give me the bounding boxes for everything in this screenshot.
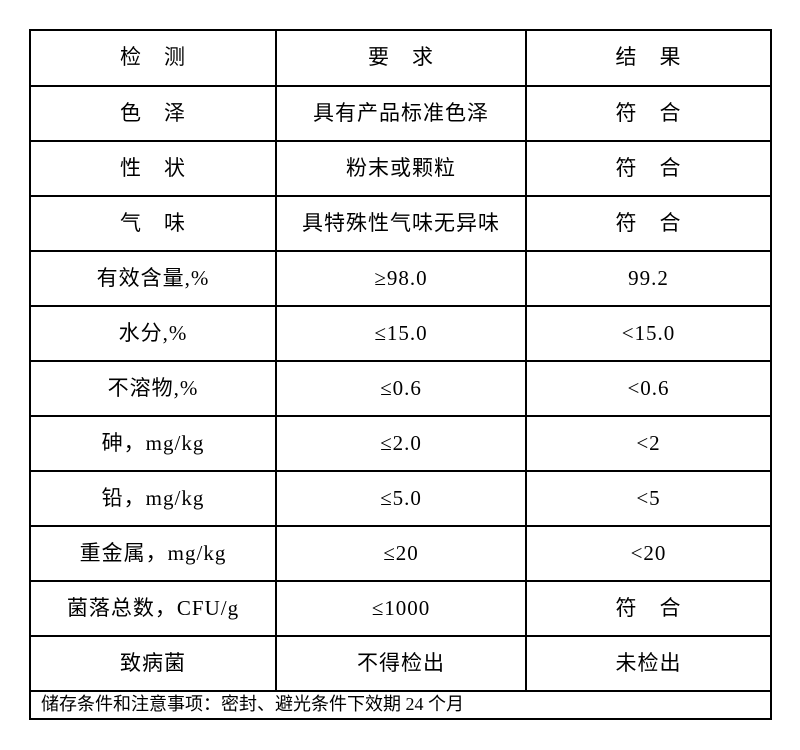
test-name-cell: 不溶物,% <box>29 360 277 417</box>
requirement-cell: ≥98.0 <box>275 250 527 307</box>
row-odor: 气 味 具特殊性气味无异味 符 合 <box>29 195 772 252</box>
test-name-cell: 致病菌 <box>29 635 277 692</box>
test-name-cell: 铅，mg/kg <box>29 470 277 527</box>
table-footer-row: 储存条件和注意事项：密封、避光条件下效期 24 个月 <box>29 690 772 720</box>
requirement-cell: ≤1000 <box>275 580 527 637</box>
row-arsenic: 砷，mg/kg ≤2.0 <2 <box>29 415 772 472</box>
result-cell: 符 合 <box>525 580 772 637</box>
table-header-row: 检 测 要 求 结 果 <box>29 29 772 87</box>
test-name-cell: 菌落总数，CFU/g <box>29 580 277 637</box>
requirement-cell: 不得检出 <box>275 635 527 692</box>
requirement-cell: 具有产品标准色泽 <box>275 85 527 142</box>
header-result: 结 果 <box>525 29 772 87</box>
row-color: 色 泽 具有产品标准色泽 符 合 <box>29 85 772 142</box>
result-cell: 符 合 <box>525 140 772 197</box>
row-lead: 铅，mg/kg ≤5.0 <5 <box>29 470 772 527</box>
requirement-cell: ≤5.0 <box>275 470 527 527</box>
row-pathogens: 致病菌 不得检出 未检出 <box>29 635 772 692</box>
result-cell: <20 <box>525 525 772 582</box>
result-cell: <15.0 <box>525 305 772 362</box>
result-cell: 符 合 <box>525 85 772 142</box>
test-name-cell: 气 味 <box>29 195 277 252</box>
header-test: 检 测 <box>29 29 277 87</box>
row-moisture: 水分,% ≤15.0 <15.0 <box>29 305 772 362</box>
storage-note: 储存条件和注意事项：密封、避光条件下效期 24 个月 <box>29 690 772 720</box>
test-name-cell: 色 泽 <box>29 85 277 142</box>
result-cell: <2 <box>525 415 772 472</box>
header-requirement: 要 求 <box>275 29 527 87</box>
requirement-cell: 粉末或颗粒 <box>275 140 527 197</box>
requirement-cell: 具特殊性气味无异味 <box>275 195 527 252</box>
test-name-cell: 砷，mg/kg <box>29 415 277 472</box>
test-name-cell: 水分,% <box>29 305 277 362</box>
requirement-cell: ≤2.0 <box>275 415 527 472</box>
row-total-plate-count: 菌落总数，CFU/g ≤1000 符 合 <box>29 580 772 637</box>
result-cell: 99.2 <box>525 250 772 307</box>
row-appearance: 性 状 粉末或颗粒 符 合 <box>29 140 772 197</box>
row-heavy-metals: 重金属，mg/kg ≤20 <20 <box>29 525 772 582</box>
requirement-cell: ≤15.0 <box>275 305 527 362</box>
test-name-cell: 性 状 <box>29 140 277 197</box>
row-active-content: 有效含量,% ≥98.0 99.2 <box>29 250 772 307</box>
inspection-report-document: 检 测 要 求 结 果 色 泽 具有产品标准色泽 符 合 性 状 粉末或颗粒 符… <box>29 29 772 720</box>
quality-inspection-table: 检 测 要 求 结 果 色 泽 具有产品标准色泽 符 合 性 状 粉末或颗粒 符… <box>29 29 772 720</box>
requirement-cell: ≤20 <box>275 525 527 582</box>
result-cell: 未检出 <box>525 635 772 692</box>
result-cell: 符 合 <box>525 195 772 252</box>
row-insolubles: 不溶物,% ≤0.6 <0.6 <box>29 360 772 417</box>
test-name-cell: 重金属，mg/kg <box>29 525 277 582</box>
result-cell: <0.6 <box>525 360 772 417</box>
result-cell: <5 <box>525 470 772 527</box>
test-name-cell: 有效含量,% <box>29 250 277 307</box>
requirement-cell: ≤0.6 <box>275 360 527 417</box>
